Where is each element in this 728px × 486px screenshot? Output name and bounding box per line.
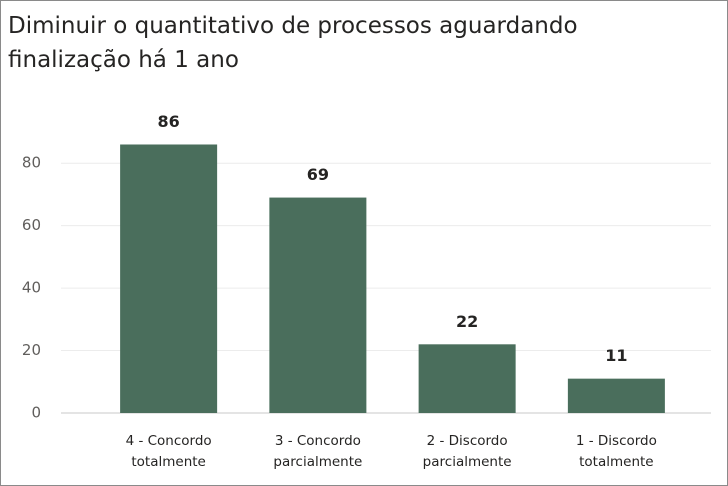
y-tick-label: 60 (22, 216, 41, 234)
bar (567, 378, 665, 413)
bar (120, 144, 218, 413)
data-label: 22 (456, 312, 478, 331)
data-label: 86 (157, 112, 179, 131)
bar (418, 344, 516, 413)
bar (269, 197, 367, 413)
chart-title: Diminuir o quantitativo de processos agu… (8, 13, 578, 73)
x-tick-label: 2 - Discordo parcialmente (422, 433, 512, 470)
x-tick-label: 1 - Discordo totalmente (575, 433, 657, 470)
x-tick-label: 3 - Concordo parcialmente (273, 433, 363, 470)
y-tick-label: 80 (22, 154, 41, 172)
data-label: 11 (605, 346, 627, 365)
y-tick-label: 0 (31, 404, 41, 422)
y-tick-label: 20 (22, 341, 41, 359)
y-tick-label: 40 (22, 279, 41, 297)
data-label: 69 (307, 165, 329, 184)
x-tick-label: 4 - Concordo totalmente (125, 433, 212, 470)
